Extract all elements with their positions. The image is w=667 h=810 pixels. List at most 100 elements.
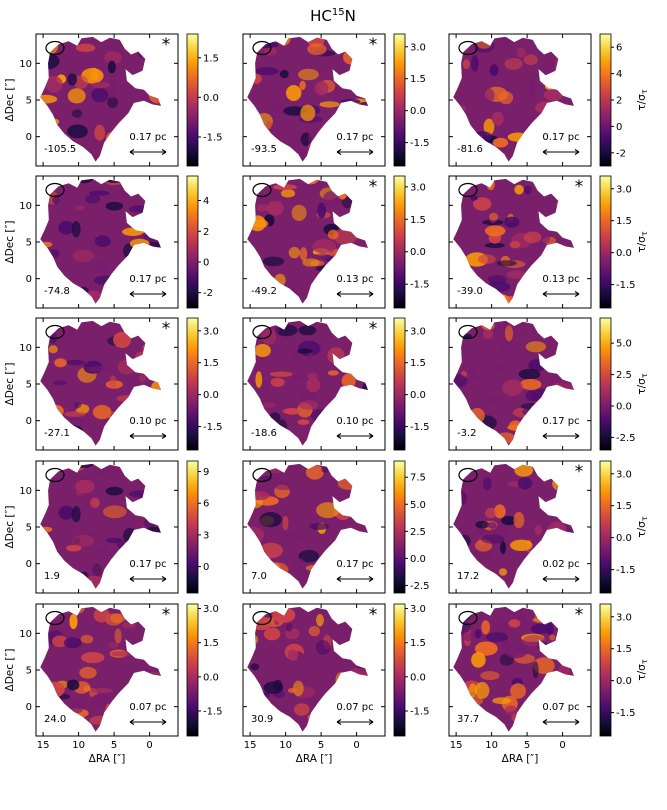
map-blob xyxy=(272,705,289,720)
velocity-label: 24.0 xyxy=(44,714,66,725)
map-blob xyxy=(151,372,161,379)
map-blob xyxy=(481,620,491,635)
map-blob xyxy=(316,502,340,519)
map-blob xyxy=(137,45,145,58)
map-blob xyxy=(481,321,495,331)
scale-bar-arrowheads xyxy=(129,576,167,582)
velocity-label: -49.2 xyxy=(251,286,277,297)
map-blob xyxy=(489,64,499,77)
map-blob xyxy=(562,66,574,74)
map-blob xyxy=(88,530,98,537)
asterisk-marker: * xyxy=(162,319,171,339)
y-tick-label: 0 xyxy=(26,559,32,570)
map-blob xyxy=(494,154,507,162)
map-blob xyxy=(504,644,528,659)
map-blob xyxy=(91,87,109,103)
map-blob xyxy=(151,380,161,394)
map-blob xyxy=(47,556,62,568)
panel-4: 0 5 10 -74.8 0.17 pc 4 2 0 -2 ΔDec [″] xyxy=(4,175,213,309)
map-blob xyxy=(341,405,363,411)
map-blob xyxy=(292,680,304,697)
map-blob xyxy=(487,521,497,529)
map-blob xyxy=(247,526,265,543)
map-blob xyxy=(298,549,320,563)
map-blob xyxy=(508,619,521,628)
map-blob xyxy=(564,489,574,507)
x-tick-label: 10 xyxy=(485,740,498,751)
map-blob xyxy=(316,265,334,272)
scale-bar-label: 0.13 pc xyxy=(542,274,579,285)
map-blob xyxy=(293,352,300,365)
map-blob xyxy=(349,719,363,728)
y-axis-label: ΔDec [″] xyxy=(4,363,16,406)
map-blob xyxy=(250,483,260,491)
beam-ellipse xyxy=(45,467,65,483)
map-blob xyxy=(105,486,124,496)
scale-bar-arrowheads xyxy=(129,149,167,155)
map-blob xyxy=(326,320,333,326)
map-blob xyxy=(71,506,81,523)
map-blob xyxy=(563,36,573,51)
colorbar-tick-label: 1.5 xyxy=(203,53,219,64)
colorbar-tick-label: -1.5 xyxy=(616,565,636,576)
colorbar-tick-label: 5.0 xyxy=(616,339,632,350)
colorbar xyxy=(393,317,406,451)
map-blob xyxy=(480,671,500,681)
map-blob xyxy=(66,679,80,691)
colorbar xyxy=(393,460,406,594)
velocity-label: -3.2 xyxy=(457,428,477,439)
beam-ellipse xyxy=(458,467,478,483)
map-blob xyxy=(523,54,538,66)
asterisk-marker: * xyxy=(369,177,378,197)
map-blob xyxy=(514,463,534,477)
map-blob xyxy=(75,205,85,211)
panel-1: 0 5 10 * -105.5 0.17 pc 1.5 0.0 -1.5 ΔDec [″] xyxy=(4,33,223,167)
colorbar-tick-label: -2 xyxy=(203,288,213,299)
map-blob xyxy=(138,260,161,266)
map-blob xyxy=(502,379,524,396)
map-blob xyxy=(532,617,552,623)
map-blob xyxy=(298,400,319,410)
x-tick-label: 15 xyxy=(244,740,257,751)
map-blob xyxy=(496,260,517,267)
x-tick-label: 15 xyxy=(37,740,50,751)
panel-13: 15 10 5 0 0 5 10 * 24.0 0.07 pc 3.0 1.5 0.0 -1.5 ΔDec … xyxy=(4,603,223,765)
x-tick-label: 5 xyxy=(318,740,324,751)
map-blob xyxy=(66,359,85,366)
map-blob xyxy=(504,325,514,342)
colorbar-tick-label: 3.0 xyxy=(203,326,219,337)
map-blob xyxy=(319,101,340,108)
map-blob xyxy=(342,103,362,119)
map-blob xyxy=(479,87,495,104)
beam-ellipse xyxy=(252,467,272,483)
colorbar-tick-label: 1.5 xyxy=(410,358,426,369)
map-blob xyxy=(138,374,147,383)
y-tick-label: 10 xyxy=(19,629,32,640)
map-blob xyxy=(128,205,151,213)
map-blob xyxy=(45,75,63,93)
map-blob xyxy=(349,81,358,87)
map-blob xyxy=(48,118,60,125)
colorbar-tick-label: 3.0 xyxy=(203,604,219,615)
map-blob xyxy=(343,49,359,65)
map-blob xyxy=(42,118,53,131)
colorbar-tick-label: -1.5 xyxy=(616,280,636,291)
map-blob xyxy=(305,465,324,480)
map-blob xyxy=(121,227,144,236)
map-blob xyxy=(316,564,336,574)
scale-bar-label: 0.10 pc xyxy=(336,416,373,427)
map-blob xyxy=(108,642,119,649)
map-blob xyxy=(567,390,574,403)
map-blob xyxy=(459,534,471,548)
velocity-label: 7.0 xyxy=(251,571,267,582)
y-tick-label: 5 xyxy=(26,523,32,534)
map-blob xyxy=(543,547,552,560)
scale-bar-label: 0.07 pc xyxy=(336,702,373,713)
map-blob xyxy=(273,711,284,719)
map-blob xyxy=(327,347,345,364)
map-blob xyxy=(356,360,366,377)
map-blob xyxy=(49,275,59,286)
panel-2: * -93.5 0.17 pc 3.0 1.5 0.0 -1.5 xyxy=(242,33,430,167)
map-blob xyxy=(549,143,565,156)
map-blob xyxy=(138,545,161,551)
